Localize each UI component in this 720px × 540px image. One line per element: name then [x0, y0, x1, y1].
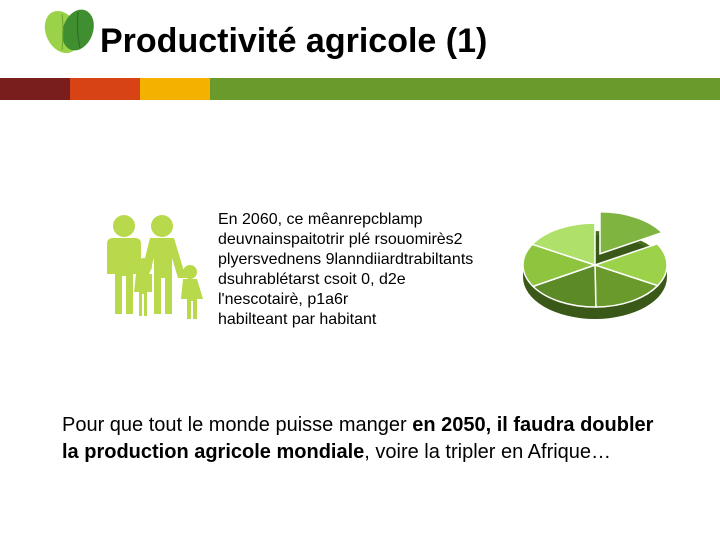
bottom-prefix: Pour que tout le monde puisse manger [62, 414, 412, 436]
mid-line-4: dsuhrablétarst csoit 0, d2e l'nescotairè… [218, 270, 478, 310]
pie-chart-icon [510, 185, 680, 350]
page-title: Productivité agricole (1) [100, 22, 487, 61]
slide: Productivité agricole (1) [0, 0, 720, 540]
family-icon [100, 210, 210, 330]
accent-bar [0, 78, 720, 100]
bottom-text: Pour que tout le monde puisse manger en … [62, 412, 662, 466]
mid-overlapping-text: En 2060, ce mêanrepcblamp deuvnainspaito… [218, 210, 478, 330]
mid-line-3: plyersvednens 9lanndiiardtrabiltants [218, 250, 478, 270]
bar-seg-2 [70, 78, 140, 100]
bar-seg-3 [140, 78, 210, 100]
leaf-logo-icon [40, 6, 100, 67]
bottom-suffix: , voire la tripler en Afrique… [364, 441, 611, 463]
bar-seg-1 [0, 78, 70, 100]
mid-line-5: habilteant par habitant [218, 310, 478, 330]
bar-seg-4 [210, 78, 720, 100]
mid-line-1: En 2060, ce mêanrepcblamp [218, 210, 478, 230]
mid-line-2: deuvnainspaitotrir plé rsouomirès2 [218, 230, 478, 250]
